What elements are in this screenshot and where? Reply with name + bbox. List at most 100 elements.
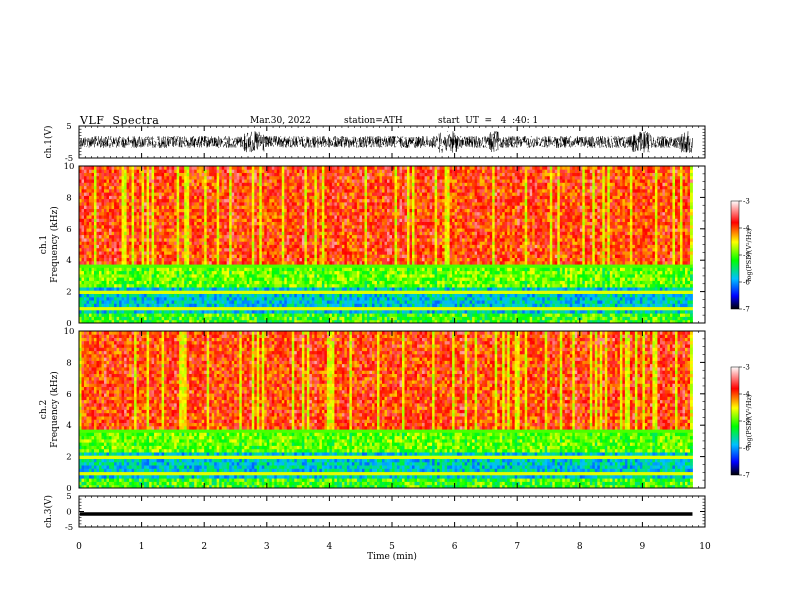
spectrogram-cell (177, 169, 180, 173)
spectrogram-cell (247, 261, 250, 265)
spectrogram-cell (194, 297, 197, 301)
spectrogram-cell (222, 235, 225, 239)
spectrogram-cell (269, 281, 272, 285)
spectrogram-cell (154, 284, 157, 288)
spectrogram-cell (144, 199, 147, 203)
spectrogram-cell (262, 225, 265, 229)
spectrogram-cell (232, 254, 235, 258)
spectrogram-cell (307, 228, 310, 232)
spectrogram-cell (282, 241, 285, 245)
spectrogram-cell (102, 251, 105, 255)
spectrogram-cell (127, 189, 130, 193)
spectrogram-cell (112, 169, 115, 173)
spectrogram-cell (117, 297, 120, 301)
spectrogram-cell (119, 317, 122, 321)
spectrogram-cell (302, 294, 305, 298)
spectrogram-cell (177, 205, 180, 209)
spectrogram-cell (302, 248, 305, 252)
spectrogram-cell (104, 218, 107, 222)
spectrogram-cell (162, 303, 165, 307)
spectrogram-cell (254, 186, 257, 190)
spectrogram-cell (299, 317, 302, 321)
spectrogram-cell (282, 254, 285, 258)
spectrogram-cell (162, 251, 165, 255)
spectrogram-cell (147, 307, 150, 311)
spectrogram-cell (297, 287, 300, 291)
spectrogram-cell (139, 258, 142, 262)
spectrogram-cell (282, 317, 285, 321)
spectrogram-cell (102, 287, 105, 291)
spectrogram-cell (192, 228, 195, 232)
spectrogram-cell (242, 310, 245, 314)
spectrogram-cell (257, 310, 260, 314)
spectrogram-cell (282, 222, 285, 226)
spectrogram-cell (164, 241, 167, 245)
spectrogram-cell (89, 225, 92, 229)
spectrogram-cell (162, 205, 165, 209)
spectrogram-cell (237, 228, 240, 232)
spectrogram-cell (119, 218, 122, 222)
spectrogram-cell (112, 241, 115, 245)
spectrogram-cell (232, 274, 235, 278)
spectrogram-cell (262, 303, 265, 307)
spectrogram-cell (297, 215, 300, 219)
spectrogram-cell (279, 284, 282, 288)
spectrogram-cell (102, 245, 105, 249)
spectrogram-cell (257, 300, 260, 304)
spectrogram-cell (182, 238, 185, 242)
spectrogram-cell (157, 251, 160, 255)
spectrogram-cell (237, 231, 240, 235)
spectrogram-cell (132, 271, 135, 275)
spectrogram-cell (124, 261, 127, 265)
spectrogram-cell (187, 284, 190, 288)
spectrogram-cell (269, 212, 272, 216)
spectrogram-cell (299, 189, 302, 193)
spectrogram-cell (112, 264, 115, 268)
spectrogram-cell (124, 205, 127, 209)
spectrogram-cell (302, 303, 305, 307)
spectrogram-cell (284, 215, 287, 219)
spectrogram-cell (227, 251, 230, 255)
spectrogram-cell (194, 294, 197, 298)
spectrogram-cell (132, 176, 135, 180)
spectrogram-cell (197, 238, 200, 242)
spectrogram-cell (217, 241, 220, 245)
spectrogram-cell (239, 192, 242, 196)
spectrogram-cell (117, 238, 120, 242)
spectrogram-cell (287, 205, 290, 209)
spectrogram-cell (102, 271, 105, 275)
spectrogram-cell (302, 271, 305, 275)
spectrogram-cell (224, 202, 227, 206)
spectrogram-cell (192, 186, 195, 190)
spectrogram-cell (237, 297, 240, 301)
spectrogram-cell (249, 235, 252, 239)
spectrogram-cell (147, 189, 150, 193)
spectrogram-cell (229, 277, 232, 281)
spectrogram-cell (294, 218, 297, 222)
spectrogram-cell (169, 205, 172, 209)
spectrogram-cell (147, 261, 150, 265)
spectrogram-cell (139, 294, 142, 298)
spectrogram-cell (87, 195, 90, 199)
spectrogram-cell (239, 199, 242, 203)
spectrogram-cell (97, 310, 100, 314)
spectrogram-cell (239, 218, 242, 222)
spectrogram-cell (244, 267, 247, 271)
spectrogram-cell (292, 199, 295, 203)
spectrogram-cell (257, 248, 260, 252)
spectrogram-cell (229, 264, 232, 268)
spectrogram-cell (134, 209, 137, 213)
spectrogram-cell (144, 251, 147, 255)
spectrogram-cell (239, 189, 242, 193)
spectrogram-cell (247, 169, 250, 173)
spectrogram-cell (289, 245, 292, 249)
spectrogram-cell (159, 241, 162, 245)
spectrogram-cell (312, 287, 315, 291)
spectrogram-cell (282, 176, 285, 180)
spectrogram-cell (214, 199, 217, 203)
spectrogram-cell (197, 225, 200, 229)
spectrogram-cell (244, 254, 247, 258)
spectrogram-cell (264, 290, 267, 294)
spectrogram-cell (304, 300, 307, 304)
spectrogram-cell (187, 195, 190, 199)
